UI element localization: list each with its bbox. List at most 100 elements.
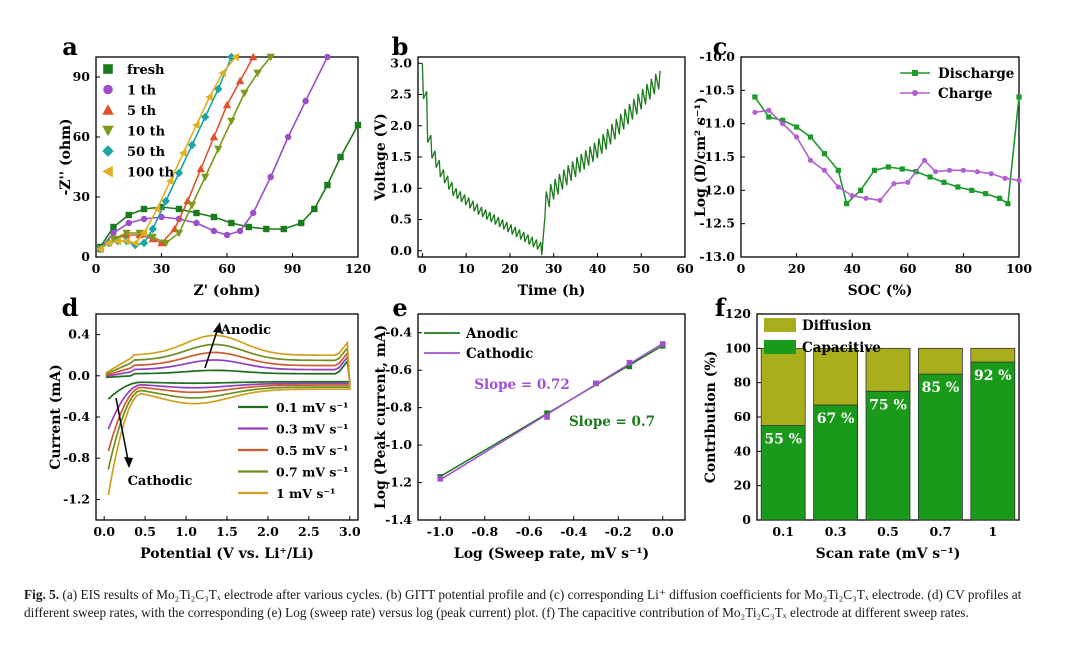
- x-tick-label: 50: [633, 261, 651, 276]
- data-point: [139, 228, 148, 238]
- x-axis-label: SOC (%): [848, 283, 913, 299]
- data-point: [766, 107, 772, 113]
- y-tick-label: 90: [73, 69, 91, 84]
- y-tick-label: 30: [73, 189, 91, 204]
- data-point: [161, 239, 171, 248]
- capacitive-bar: [918, 373, 963, 521]
- panel-e: -1.0 -0.8 -0.6 -0.4 -0.2 0.0 -1.4 -1.2 -1.0 -0.8 -…: [373, 293, 686, 562]
- x-tick-label: 0.5: [877, 524, 899, 539]
- y-tick-label: 0.5: [390, 212, 412, 227]
- data-point: [158, 203, 165, 211]
- y-axis-label: Log (Peak current, mA): [373, 325, 389, 509]
- data-point: [222, 100, 232, 109]
- y-tick-label: -12.0: [699, 182, 735, 197]
- data-point: [988, 171, 994, 177]
- y-tick-label: -0.4: [385, 325, 412, 340]
- x-axis-label: Z' (ohm): [194, 283, 261, 299]
- data-point: [780, 121, 786, 127]
- bar-value-label: 67 %: [817, 411, 855, 427]
- data-point: [921, 157, 928, 163]
- data-point: [148, 224, 157, 234]
- capacitive-bar: [865, 390, 911, 521]
- data-point: [821, 167, 828, 173]
- y-tick-label: 2.0: [390, 118, 412, 133]
- panel-letter: d: [62, 293, 79, 322]
- data-point: [253, 69, 262, 78]
- y-axis-label: Voltage (V): [373, 113, 389, 201]
- bar-value-label: 85 %: [922, 380, 960, 396]
- legend-label: Diffusion: [802, 318, 871, 334]
- data-point: [157, 238, 166, 247]
- figure-caption: Fig. 5. (a) EIS results of Mo₂Ti₂C₃Tₓ el…: [24, 586, 1054, 622]
- series-Cathodic: [437, 341, 666, 482]
- data-point: [354, 121, 362, 129]
- data-point: [324, 181, 331, 189]
- data-point: [1005, 201, 1011, 207]
- data-point: [311, 205, 318, 213]
- x-tick-label: 30: [153, 261, 171, 276]
- x-tick-label: 100: [1006, 261, 1032, 276]
- data-point: [899, 166, 905, 172]
- data-point: [200, 173, 210, 182]
- panel-b: 0 10 20 30 40 50 60 0.0 0.5 1.0 1.5 2.0 2.5 3.0 Time (…: [373, 32, 694, 299]
- legend-marker: [102, 145, 114, 157]
- y-tick-label: 1.0: [390, 180, 412, 195]
- y-tick-label: 2.5: [390, 87, 412, 102]
- legend-label: Capacitive: [802, 340, 881, 356]
- caption-label: Fig. 5.: [24, 587, 60, 602]
- data-point: [626, 359, 633, 366]
- data-point: [227, 52, 236, 62]
- data-point: [122, 236, 130, 246]
- data-point: [174, 229, 184, 238]
- data-point: [125, 219, 132, 227]
- cv-curve: [105, 334, 351, 496]
- x-tick-label: 0: [737, 261, 746, 276]
- series-Discharge: [752, 94, 1022, 207]
- data-point: [807, 134, 814, 140]
- y-tick-label: -11.0: [699, 116, 735, 131]
- series-fresh: [97, 121, 362, 251]
- legend-label: 0.7 mV s⁻¹: [276, 465, 349, 480]
- x-tick-label: -0.6: [516, 524, 543, 539]
- data-point: [871, 167, 878, 173]
- data-point: [284, 133, 292, 141]
- legend-label: 0.3 mV s⁻¹: [276, 422, 349, 437]
- legend-marker: [102, 165, 113, 178]
- series-50-th: [96, 52, 236, 254]
- x-tick-label: 3.0: [339, 524, 361, 539]
- legend-marker: [912, 70, 918, 76]
- data-point: [228, 219, 235, 227]
- data-point: [161, 196, 171, 206]
- data-point: [946, 167, 953, 173]
- x-axis-label: Log (Sweep rate, mV s⁻¹): [454, 546, 649, 562]
- y-tick-label: 120: [725, 306, 751, 321]
- capacitive-bar: [970, 361, 1016, 521]
- y-axis-label: Current (mA): [48, 364, 64, 469]
- data-point: [877, 197, 883, 203]
- data-point: [849, 193, 855, 199]
- data-point: [249, 52, 258, 61]
- series-line: [754, 96, 1020, 206]
- data-point: [140, 215, 148, 223]
- x-axis-label: Time (h): [518, 283, 586, 299]
- series-line: [99, 124, 359, 248]
- legend-label: fresh: [127, 63, 165, 78]
- x-tick-label: -0.4: [560, 524, 587, 539]
- bar-value-label: 92 %: [974, 368, 1012, 384]
- data-point: [187, 140, 197, 150]
- y-tick-label: 0.0: [390, 243, 412, 258]
- legend-label: 50 th: [127, 145, 166, 160]
- series-line: [754, 109, 1020, 202]
- legend-label: 1 mV s⁻¹: [276, 486, 335, 501]
- data-point: [941, 179, 947, 185]
- y-tick-label: -0.8: [63, 450, 90, 465]
- y-axis-label: Log (D/cm² s⁻¹): [693, 97, 709, 217]
- data-point: [794, 124, 800, 130]
- y-tick-label: 40: [734, 443, 752, 458]
- y-tick-label: -1.2: [385, 475, 412, 490]
- data-point: [166, 176, 174, 186]
- y-tick-label: 60: [734, 409, 752, 424]
- data-point: [175, 205, 183, 213]
- data-point: [140, 205, 148, 213]
- legend-label: 100 th: [127, 166, 175, 181]
